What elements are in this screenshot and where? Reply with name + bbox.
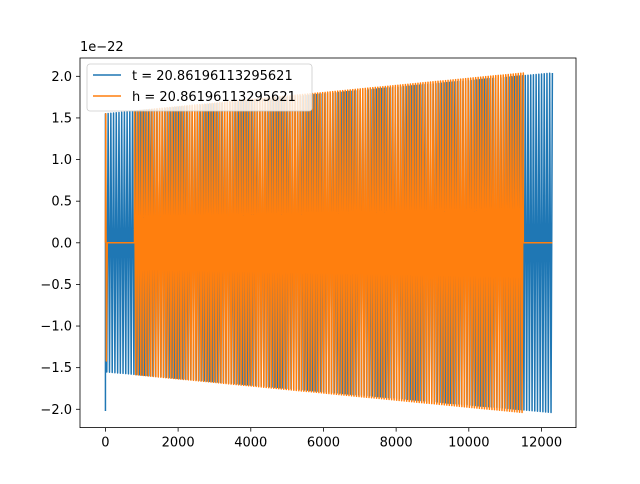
y-tick-label: 1.5 <box>51 111 72 126</box>
y-tick-label: −2.0 <box>40 403 72 418</box>
legend-label: h = 20.86196113295621 <box>132 90 296 105</box>
legend-label: t = 20.86196113295621 <box>132 69 293 84</box>
y-tick-label: 1.0 <box>51 153 72 168</box>
y-tick-label: −1.5 <box>40 361 72 376</box>
plot-area <box>104 72 554 414</box>
x-tick-label: 0 <box>101 436 109 451</box>
legend: t = 20.86196113295621 h = 20.861961132956… <box>86 63 313 112</box>
x-tick-label: 12000 <box>521 436 562 451</box>
legend-box <box>86 63 313 112</box>
y-tick-label: −1.0 <box>40 320 72 335</box>
y-tick-label: 0.0 <box>51 236 72 251</box>
y-tick-label: 2.0 <box>51 70 72 85</box>
y-axis: −2.0 −1.5 −1.0 −0.5 0.0 0.5 1.0 1.5 2.0 <box>40 70 80 418</box>
x-tick-label: 10000 <box>448 436 489 451</box>
x-tick-label: 2000 <box>162 436 195 451</box>
series-h-line <box>104 72 553 414</box>
x-tick-label: 8000 <box>380 436 413 451</box>
y-offset-text: 1e−22 <box>80 40 124 55</box>
x-tick-label: 6000 <box>307 436 340 451</box>
x-axis: 0 2000 4000 6000 8000 10000 12000 <box>101 427 562 451</box>
x-tick-label: 4000 <box>234 436 267 451</box>
y-tick-label: −0.5 <box>40 278 72 293</box>
y-tick-label: 0.5 <box>51 195 72 210</box>
